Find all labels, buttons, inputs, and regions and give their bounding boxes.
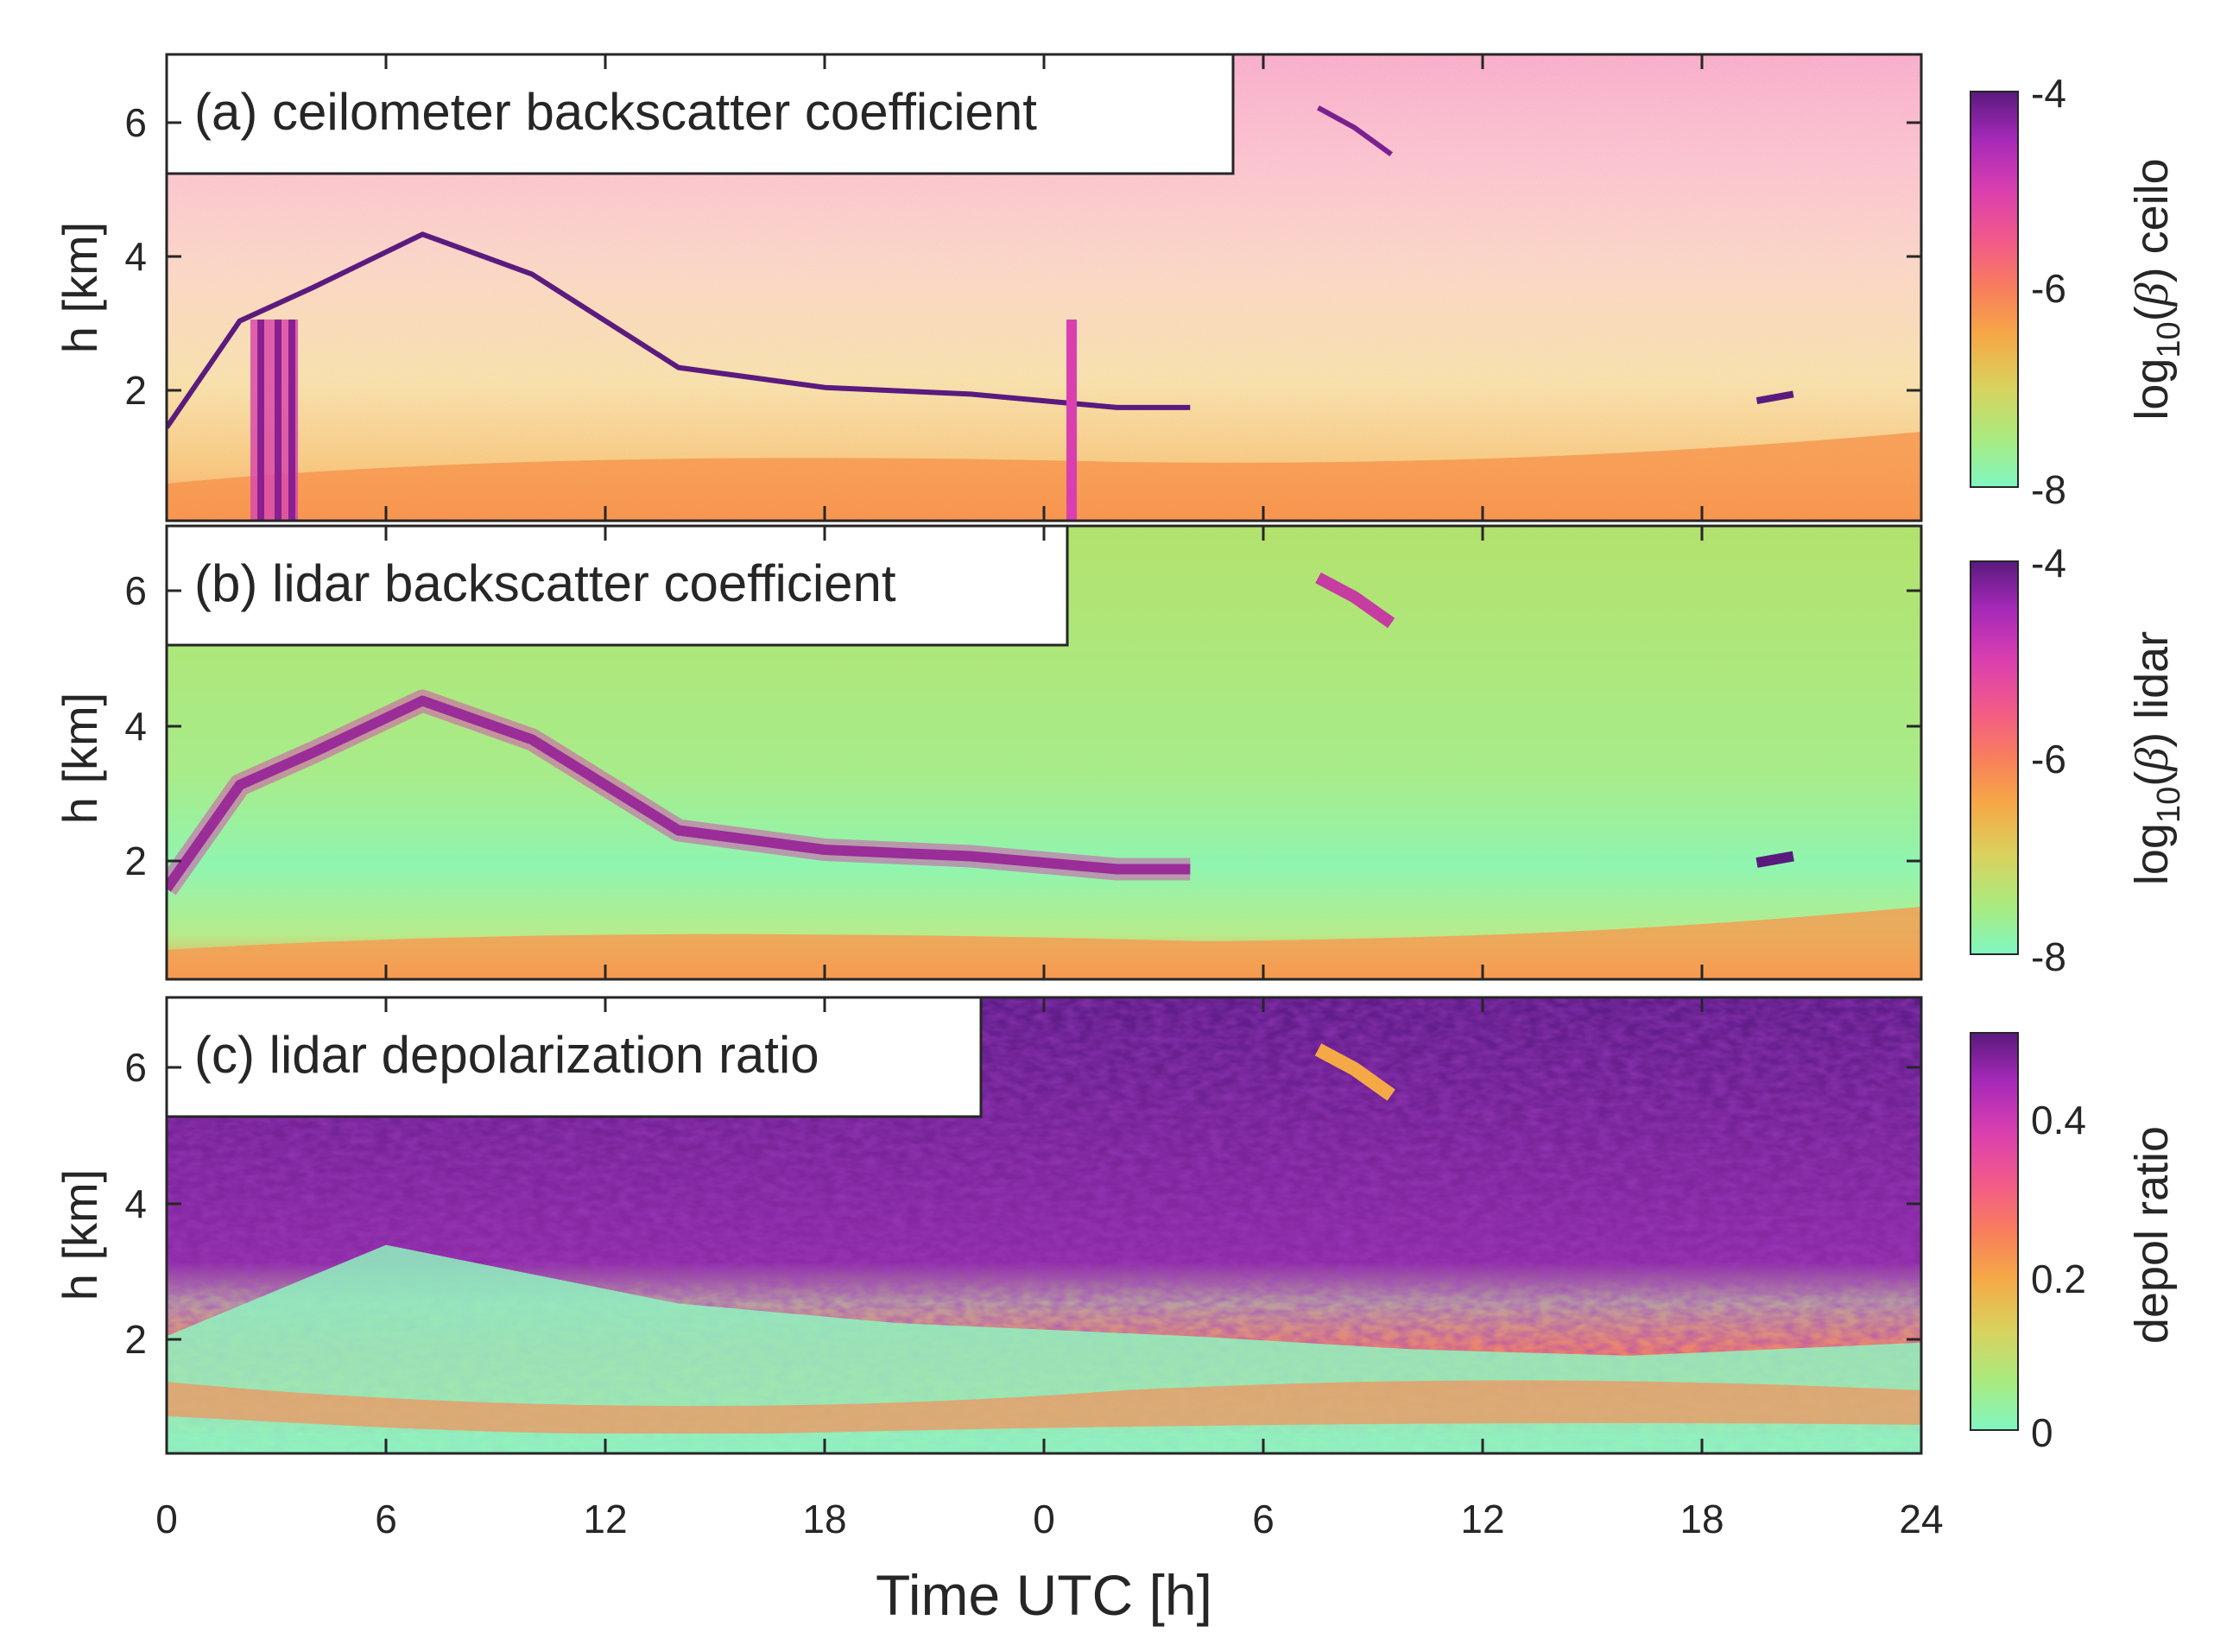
panel-c-colorbar: 0.4 0.2 0 depol ratio — [1970, 1032, 2178, 1455]
panel-c-cbtick-04: 0.4 — [2031, 1098, 2086, 1142]
panel-b-cbtick-bot: -8 — [2031, 934, 2066, 979]
x-tick-label: 18 — [802, 1497, 846, 1541]
panel-c-ytick-2: 2 — [124, 1317, 147, 1362]
panel-b-ytick-4: 4 — [124, 704, 147, 749]
x-tick-label: 0 — [155, 1497, 178, 1541]
panel-c-ytick-6: 6 — [124, 1045, 147, 1090]
panel-b-cbtick-top: -4 — [2031, 541, 2066, 585]
panel-a: (a) ceilometer backscatter coefficient 6… — [53, 53, 2187, 522]
x-axis: 0 6 12 18 0 6 12 18 24 — [155, 54, 1944, 1541]
x-tick-label: 18 — [1679, 1497, 1724, 1541]
panel-a-title-box: (a) ceilometer backscatter coefficient — [165, 53, 1235, 175]
panel-c-surface-band — [167, 1380, 1921, 1434]
panel-c-colorbar-label: depol ratio — [2126, 1126, 2178, 1344]
panel-c-cbtick-0: 0 — [2031, 1410, 2053, 1455]
x-tick-label: 6 — [1252, 1497, 1275, 1541]
panel-a-colorbar: -4 -6 -8 log10(β) ceilo — [1970, 71, 2187, 512]
panel-b-colorbar-label: log10(β) lidar — [2126, 631, 2187, 885]
panel-b-ytick-2: 2 — [124, 839, 147, 883]
panel-a-yaxis: 6 4 2 h [km] — [53, 100, 1921, 413]
panel-a-cbtick-mid: -6 — [2031, 266, 2066, 311]
panel-a-high-cloud — [1317, 105, 1393, 157]
panel-a-ytick-2: 2 — [124, 368, 147, 413]
x-tick-label: 0 — [1033, 1497, 1055, 1541]
panel-b-ytick-6: 6 — [124, 568, 147, 613]
panel-b: (b) lidar backscatter coefficient 6 4 2 … — [53, 524, 2187, 981]
x-tick-label: 6 — [375, 1497, 397, 1541]
panel-b-high-cloud — [1315, 572, 1395, 629]
panel-a-cloud-layer — [167, 231, 1191, 429]
panel-c-cbtick-02: 0.2 — [2031, 1256, 2086, 1301]
panel-a-cbtick-bot: -8 — [2031, 467, 2066, 512]
x-axis-label: Time UTC [h] — [876, 1563, 1212, 1627]
panel-b-surface-layer — [167, 907, 1921, 979]
panel-a-surface-layer — [167, 432, 1921, 521]
panel-c-yaxis: 6 4 2 h [km] — [53, 1045, 1921, 1362]
panel-b-colorbar: -4 -6 -8 log10(β) lidar — [1970, 541, 2187, 979]
panel-c: (c) lidar depolarization ratio 6 4 2 h [… — [53, 996, 2178, 1455]
panel-c-ylabel: h [km] — [53, 1169, 107, 1301]
panel-a-cbtick-top: -4 — [2031, 71, 2066, 116]
panel-b-evening-cloud — [1755, 851, 1794, 868]
panel-a-evening-cloud — [1755, 390, 1794, 405]
panel-c-high-cloud — [1314, 1043, 1395, 1101]
panel-a-ytick-6: 6 — [124, 100, 147, 145]
panel-a-ylabel: h [km] — [53, 222, 107, 353]
panel-c-title: (c) lidar depolarization ratio — [194, 1026, 819, 1084]
x-tick-label: 12 — [583, 1497, 627, 1541]
panel-c-ytick-4: 4 — [124, 1181, 147, 1226]
panel-b-yaxis: 6 4 2 h [km] — [53, 568, 1921, 883]
panel-c-title-box: (c) lidar depolarization ratio — [165, 996, 983, 1118]
panel-a-title: (a) ceilometer backscatter coefficient — [194, 83, 1037, 141]
x-tick-label: 12 — [1460, 1497, 1504, 1541]
panel-b-ylabel: h [km] — [53, 693, 107, 824]
panel-b-title: (b) lidar backscatter coefficient — [194, 554, 896, 612]
panel-b-cbtick-mid: -6 — [2031, 737, 2066, 782]
panel-a-precip-streak — [1066, 320, 1077, 521]
x-tick-label: 24 — [1899, 1497, 1943, 1541]
panel-a-colorbar-label: log10(β) ceilo — [2126, 158, 2187, 420]
panel-a-ytick-4: 4 — [124, 234, 147, 279]
panel-b-title-box: (b) lidar backscatter coefficient — [165, 524, 1069, 647]
